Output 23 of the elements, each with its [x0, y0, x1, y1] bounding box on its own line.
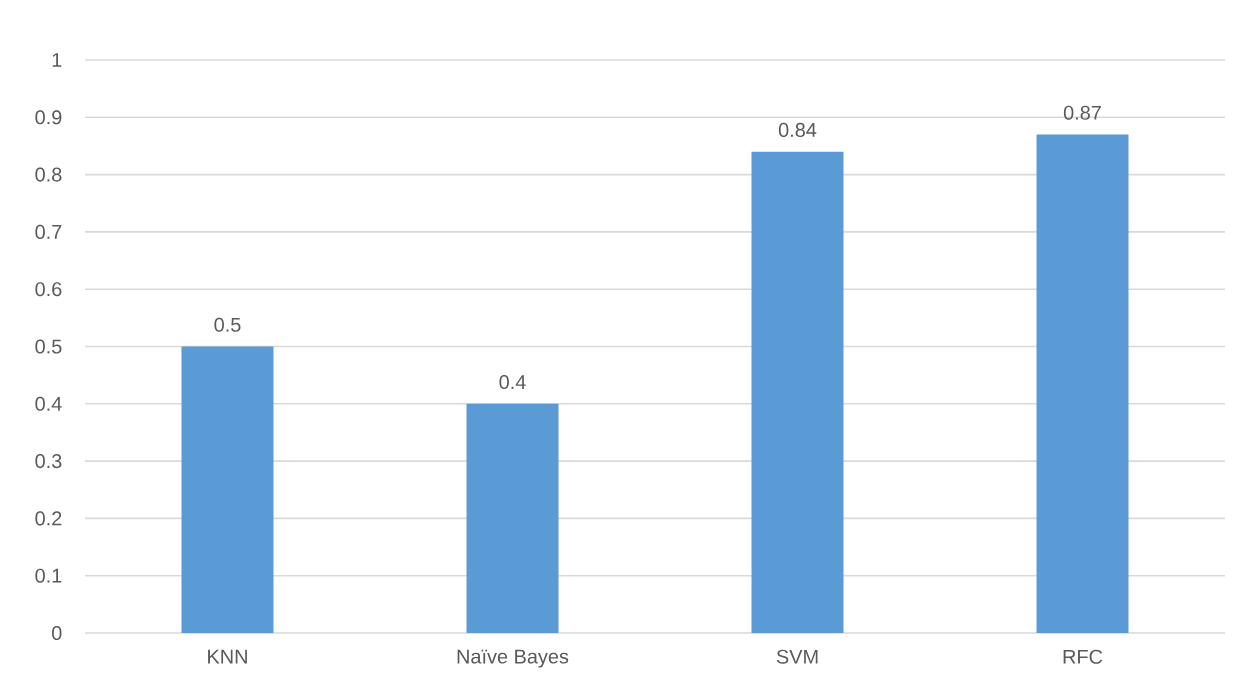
y-tick-label: 1	[52, 53, 62, 67]
data-label: 0.84	[778, 122, 817, 137]
y-tick-label: 0.6	[35, 282, 62, 297]
x-tick-label: SVM	[776, 649, 818, 664]
y-tick-label: 0	[52, 625, 62, 641]
x-tick-label: Naïve Bayes	[457, 649, 569, 668]
y-tick-label: 0.8	[35, 167, 62, 182]
data-label: 0.87	[1063, 105, 1101, 120]
bar	[466, 403, 559, 633]
data-label: 0.5	[214, 317, 241, 332]
y-tick-label: 0.1	[35, 568, 62, 583]
bar	[181, 346, 274, 633]
bar	[1036, 134, 1129, 633]
x-tick-label: RFC	[1063, 649, 1103, 664]
y-tick-label: 0.2	[35, 511, 62, 526]
y-tick-label: 0.3	[35, 454, 62, 469]
data-label: 0.4	[499, 374, 526, 390]
y-tick-label: 0.4	[35, 396, 62, 411]
y-tick-label: 0.5	[35, 339, 62, 354]
y-tick-label: 0.7	[35, 224, 62, 239]
x-tick-label: KNN	[208, 649, 247, 664]
y-tick-label: 0.9	[35, 110, 62, 125]
bar	[751, 151, 844, 633]
